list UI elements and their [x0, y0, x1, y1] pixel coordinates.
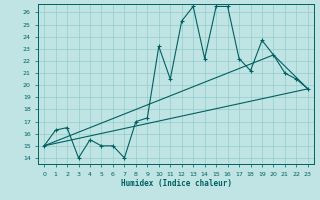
X-axis label: Humidex (Indice chaleur): Humidex (Indice chaleur): [121, 179, 231, 188]
